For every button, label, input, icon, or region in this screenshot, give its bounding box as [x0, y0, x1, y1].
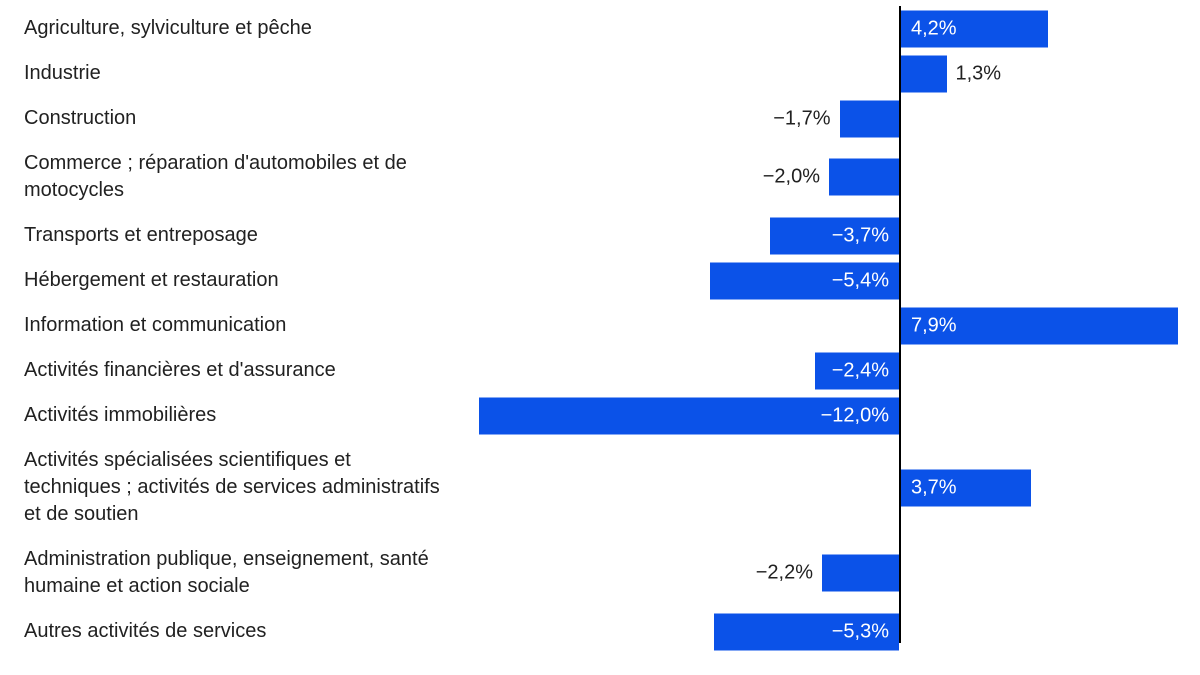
bar-track: −3,7%: [460, 217, 1200, 254]
bar-track: −5,4%: [460, 262, 1200, 299]
value-label: −2,4%: [831, 359, 889, 381]
value-label: −2,0%: [762, 165, 820, 188]
bar-track: 3,7%: [460, 447, 1200, 528]
value-label: −1,7%: [773, 107, 831, 129]
category-label: Agriculture, sylviculture et pêche: [24, 17, 312, 39]
category-label: Commerce ; réparation d'automobiles et d…: [24, 152, 407, 201]
bar-track: 7,9%: [460, 307, 1200, 344]
chart-row: Activités financières et d'assurance −2,4…: [0, 348, 1200, 393]
value-label: 7,9%: [911, 314, 957, 336]
bar: [829, 158, 899, 196]
chart-rows: Agriculture, sylviculture et pêche 4,2% In…: [0, 6, 1200, 654]
bar: 7,9%: [901, 307, 1178, 344]
value-label: 4,2%: [911, 17, 957, 39]
bar: 3,7%: [901, 469, 1031, 506]
value-label: −3,7%: [831, 224, 889, 246]
bar: −3,7%: [769, 217, 899, 254]
category-label: Information et communication: [24, 314, 287, 336]
value-label: 3,7%: [911, 476, 957, 498]
bar: [839, 100, 899, 137]
chart-row: Commerce ; réparation d'automobiles et d…: [0, 141, 1200, 213]
bar: 4,2%: [901, 10, 1048, 47]
value-label: −5,3%: [831, 620, 889, 642]
category-label: Transports et entreposage: [24, 224, 258, 246]
chart-row: Information et communication 7,9%: [0, 303, 1200, 348]
category-label: Administration publique, enseignement, s…: [24, 548, 429, 597]
bar-track: −2,4%: [460, 352, 1200, 389]
chart-row: Industrie 1,3%: [0, 51, 1200, 96]
bar-track: −1,7%: [460, 100, 1200, 137]
chart-row: Activités immobilières −12,0%: [0, 393, 1200, 438]
chart-row: Autres activités de services −5,3%: [0, 609, 1200, 654]
value-label: −5,4%: [831, 269, 889, 291]
bar: −2,4%: [815, 352, 899, 389]
bar: [822, 554, 899, 592]
category-label: Industrie: [24, 62, 101, 84]
bar-track: −2,2%: [460, 546, 1200, 600]
chart-row: Construction −1,7%: [0, 96, 1200, 141]
bar-track: 4,2%: [460, 10, 1200, 47]
category-label: Autres activités de services: [24, 620, 267, 642]
bar-track: −2,0%: [460, 150, 1200, 204]
bar: [901, 55, 947, 92]
value-label: 1,3%: [955, 62, 1002, 84]
bar: −5,4%: [710, 262, 899, 299]
category-label: Hébergement et restauration: [24, 269, 279, 291]
chart-row: Hébergement et restauration −5,4%: [0, 258, 1200, 303]
bar-track: 1,3%: [460, 55, 1200, 92]
chart-row: Activités spécialisées scientifiques et …: [0, 438, 1200, 537]
bar-track: −5,3%: [460, 613, 1200, 650]
chart-row: Administration publique, enseignement, s…: [0, 537, 1200, 609]
category-label: Activités immobilières: [24, 404, 217, 426]
chart-row: Agriculture, sylviculture et pêche 4,2%: [0, 6, 1200, 51]
value-label: −12,0%: [820, 404, 889, 426]
zero-baseline-axis: [899, 6, 901, 643]
value-label: −2,2%: [755, 561, 813, 584]
category-label: Activités spécialisées scientifiques et …: [24, 449, 440, 525]
chart-row: Transports et entreposage −3,7%: [0, 213, 1200, 258]
category-label: Activités financières et d'assurance: [24, 359, 336, 381]
bar-track: −12,0%: [460, 397, 1200, 434]
category-label: Construction: [24, 107, 137, 129]
bar: −5,3%: [713, 613, 899, 650]
bar: −12,0%: [479, 397, 899, 434]
